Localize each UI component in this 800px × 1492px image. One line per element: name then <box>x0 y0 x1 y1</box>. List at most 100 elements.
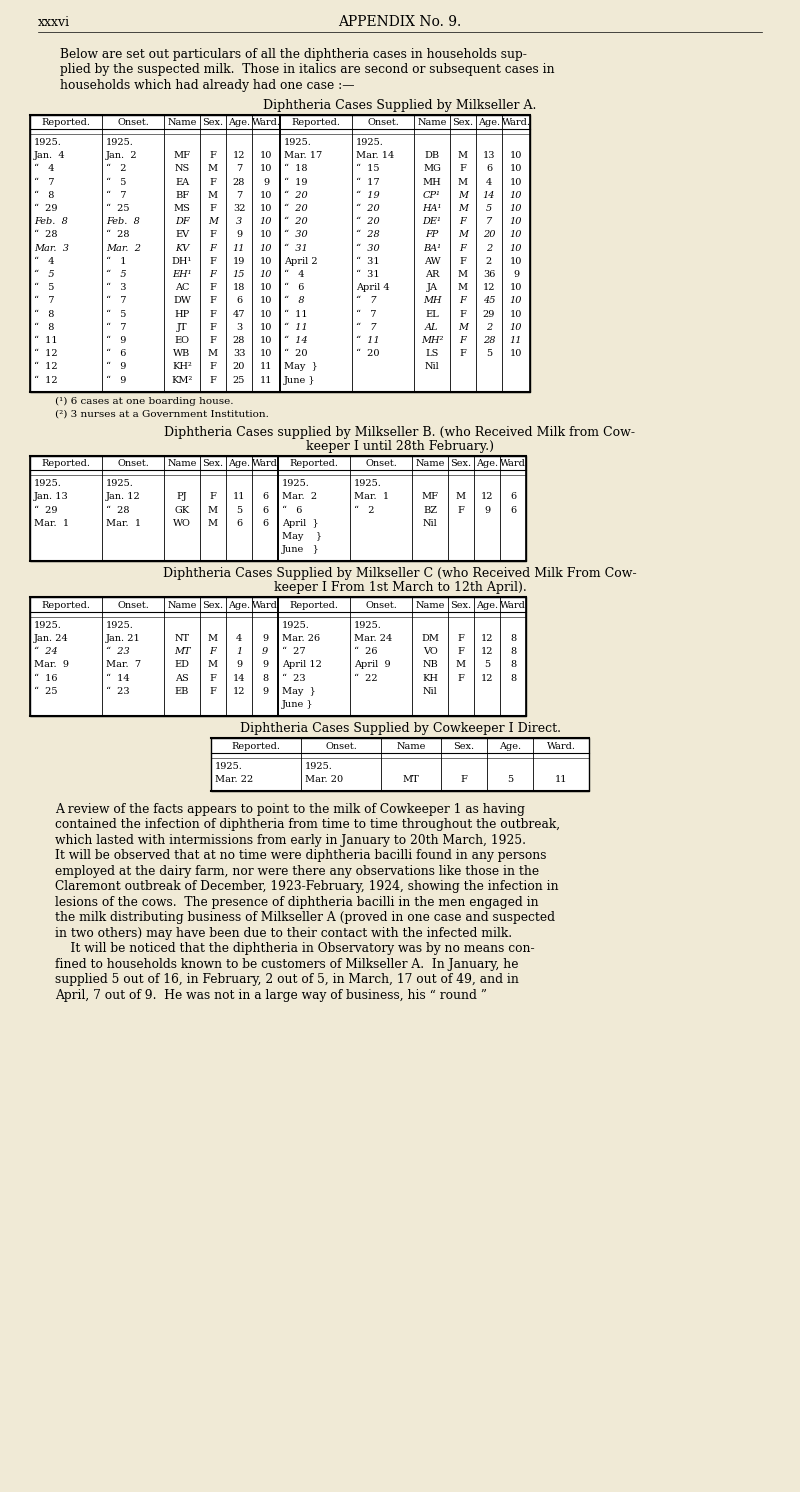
Text: Age.: Age. <box>228 460 250 468</box>
Text: HA¹: HA¹ <box>422 204 442 213</box>
Text: 6: 6 <box>486 164 492 173</box>
Text: 10: 10 <box>260 218 272 227</box>
Text: Mar.  9: Mar. 9 <box>34 661 69 670</box>
Text: WO: WO <box>173 519 191 528</box>
Text: “  20: “ 20 <box>284 349 307 358</box>
Text: F: F <box>210 336 217 345</box>
Text: Onset.: Onset. <box>117 601 149 610</box>
Text: “  22: “ 22 <box>354 673 378 682</box>
Text: “  20: “ 20 <box>356 204 380 213</box>
Text: VO: VO <box>422 648 438 656</box>
Text: 19: 19 <box>233 257 245 266</box>
Text: May  }: May } <box>282 686 316 695</box>
Text: “  28: “ 28 <box>106 230 130 239</box>
Text: Feb.  8: Feb. 8 <box>106 218 140 227</box>
Text: KM²: KM² <box>171 376 193 385</box>
Text: xxxvi: xxxvi <box>38 15 70 28</box>
Text: Diphtheria Cases Supplied by Milkseller C (who Received Milk From Cow-: Diphtheria Cases Supplied by Milkseller … <box>163 567 637 580</box>
Text: 6: 6 <box>262 492 268 501</box>
Text: A review of the facts appears to point to the milk of Cowkeeper 1 as having: A review of the facts appears to point t… <box>55 803 525 816</box>
Text: 3: 3 <box>236 322 242 331</box>
Text: 10: 10 <box>510 191 522 200</box>
Text: 9: 9 <box>262 634 268 643</box>
Text: 6: 6 <box>236 297 242 306</box>
Text: 12: 12 <box>481 648 494 656</box>
Text: 5: 5 <box>486 204 492 213</box>
Text: M: M <box>458 230 468 239</box>
Text: Mar. 24: Mar. 24 <box>354 634 392 643</box>
Text: (¹) 6 cases at one boarding house.: (¹) 6 cases at one boarding house. <box>55 397 234 406</box>
Text: FP: FP <box>426 230 438 239</box>
Text: “  25: “ 25 <box>34 686 58 695</box>
Text: “  29: “ 29 <box>34 506 58 515</box>
Text: 6: 6 <box>510 506 516 515</box>
Text: Mar. 14: Mar. 14 <box>356 151 394 160</box>
Text: Reported.: Reported. <box>42 460 90 468</box>
Text: KH²: KH² <box>172 363 192 372</box>
Text: Ward: Ward <box>252 601 278 610</box>
Text: F: F <box>459 309 466 319</box>
Text: Sex.: Sex. <box>454 742 474 750</box>
Text: “   7: “ 7 <box>106 191 126 200</box>
Bar <box>30 455 526 561</box>
Text: F: F <box>458 634 465 643</box>
Text: It will be observed that at no time were diphtheria bacilli found in any persons: It will be observed that at no time were… <box>55 849 546 862</box>
Text: 10: 10 <box>510 218 522 227</box>
Text: F: F <box>210 363 217 372</box>
Text: F: F <box>459 257 466 266</box>
Text: “   9: “ 9 <box>106 376 126 385</box>
Text: April 12: April 12 <box>282 661 322 670</box>
Text: 1925.: 1925. <box>305 761 333 770</box>
Text: 11: 11 <box>260 376 272 385</box>
Text: “  19: “ 19 <box>356 191 380 200</box>
Text: “   8: “ 8 <box>34 322 54 331</box>
Text: 6: 6 <box>510 492 516 501</box>
Text: “   6: “ 6 <box>284 283 304 292</box>
Text: 20: 20 <box>233 363 245 372</box>
Text: F: F <box>210 204 217 213</box>
Text: F: F <box>210 270 216 279</box>
Text: Below are set out particulars of all the diphtheria cases in households sup-: Below are set out particulars of all the… <box>60 48 527 61</box>
Text: 2: 2 <box>486 322 492 331</box>
Text: Feb.  8: Feb. 8 <box>34 218 68 227</box>
Text: “  11: “ 11 <box>284 322 308 331</box>
Text: 18: 18 <box>233 283 245 292</box>
Text: DW: DW <box>173 297 191 306</box>
Text: “   8: “ 8 <box>34 191 54 200</box>
Text: “  20: “ 20 <box>284 191 308 200</box>
Text: NB: NB <box>422 661 438 670</box>
Text: “  12: “ 12 <box>34 349 58 358</box>
Text: F: F <box>460 243 466 252</box>
Text: Diphtheria Cases Supplied by Cowkeeper I Direct.: Diphtheria Cases Supplied by Cowkeeper I… <box>239 722 561 736</box>
Text: M: M <box>208 218 218 227</box>
Text: AW: AW <box>424 257 440 266</box>
Text: 1925.: 1925. <box>34 137 62 148</box>
Text: F: F <box>210 257 217 266</box>
Text: Mar.  2: Mar. 2 <box>282 492 317 501</box>
Text: 14: 14 <box>233 673 246 682</box>
Text: “   8: “ 8 <box>284 297 305 306</box>
Text: 28: 28 <box>233 336 245 345</box>
Text: 10: 10 <box>510 204 522 213</box>
Text: “   5: “ 5 <box>34 270 54 279</box>
Text: JA: JA <box>426 283 438 292</box>
Text: 12: 12 <box>482 283 495 292</box>
Text: F: F <box>210 322 217 331</box>
Text: NT: NT <box>174 634 190 643</box>
Text: 14: 14 <box>482 191 495 200</box>
Text: BZ: BZ <box>423 506 437 515</box>
Text: “   4: “ 4 <box>34 164 54 173</box>
Text: F: F <box>460 336 466 345</box>
Text: Sex.: Sex. <box>453 118 474 127</box>
Text: Age.: Age. <box>228 118 250 127</box>
Text: 10: 10 <box>260 164 272 173</box>
Text: Jan.  2: Jan. 2 <box>106 151 138 160</box>
Text: “   4: “ 4 <box>34 257 54 266</box>
Text: “   2: “ 2 <box>106 164 126 173</box>
Text: “   9: “ 9 <box>106 363 126 372</box>
Text: 32: 32 <box>233 204 246 213</box>
Text: 9: 9 <box>236 230 242 239</box>
Text: Ward: Ward <box>500 460 526 468</box>
Text: 12: 12 <box>481 673 494 682</box>
Text: April, 7 out of 9.  He was not in a large way of business, his “ round ”: April, 7 out of 9. He was not in a large… <box>55 989 487 1003</box>
